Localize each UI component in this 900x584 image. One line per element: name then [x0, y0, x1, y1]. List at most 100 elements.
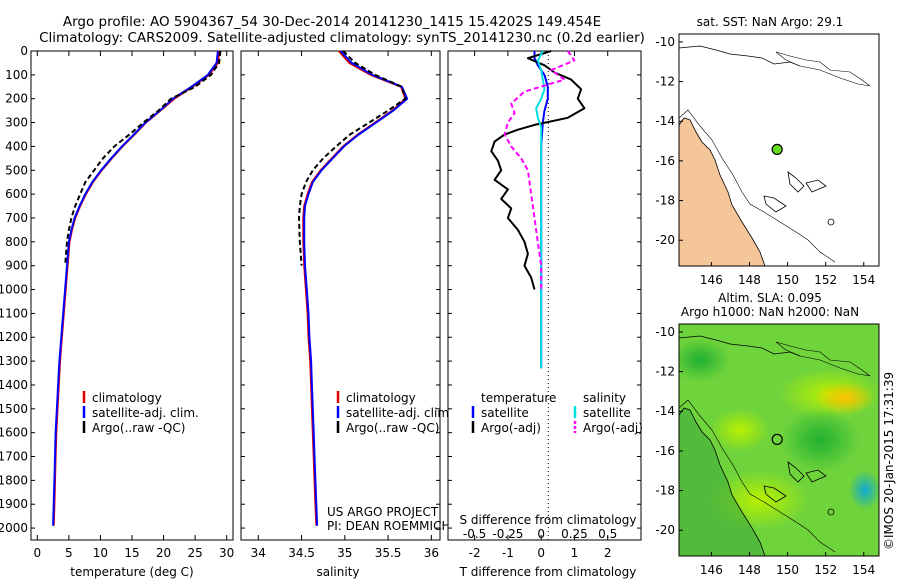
legend-climatology-label: climatology: [92, 391, 162, 405]
sla-map-title-line1: Altim. SLA: 0.095: [718, 291, 822, 305]
legend-satellite-label: satellite-adj. clim.: [346, 406, 453, 420]
x-tick-label: 20: [156, 546, 171, 560]
reef-island-4: [827, 508, 835, 516]
x-tick-label: -2: [469, 546, 481, 560]
difference-legend: temperature salinity satellite Argo(-adj…: [471, 391, 643, 435]
series-line-satellite-adj-clim: [303, 50, 409, 526]
argo-position-marker: [771, 433, 783, 446]
figure-title-line1: Argo profile: AO 5904367_54 30-Dec-2014 …: [63, 14, 601, 30]
australia-coastline: [679, 117, 766, 266]
map-x-tick-label: 148: [738, 273, 761, 287]
sla-map-area: [679, 324, 879, 556]
map-y-tick-label: -10: [655, 325, 675, 339]
x-tick-label: 35: [337, 546, 352, 560]
series-line-s-argo-adj: [503, 50, 576, 290]
series-line-argo-raw-qc: [64, 50, 222, 266]
map-x-tick-label: 154: [852, 563, 875, 577]
land-mask: [679, 408, 765, 556]
reef-island-2: [805, 179, 827, 193]
salinity-legend: climatology satellite-adj. clim. Argo(..…: [336, 391, 453, 435]
s-x-tick-label: 0.25: [561, 527, 588, 541]
y-tick-label: 600: [5, 187, 28, 201]
map-y-tick-label: -12: [655, 75, 675, 89]
map-x-tick-label: 154: [852, 273, 875, 287]
x-tick-label: 30: [219, 546, 234, 560]
argo-position-marker: [771, 143, 783, 156]
salinity-panel: 34 34.5 35 35.5 36 salinity climatology sate…: [240, 50, 453, 579]
difference-profiles: [490, 50, 586, 369]
temperature-profiles: [52, 50, 222, 526]
legend-salinity-heading: salinity: [583, 391, 626, 405]
series-line-s-satellite: [535, 50, 546, 369]
legend-s-satellite-label: satellite: [583, 406, 631, 420]
sla-map-title-line2: Argo h1000: NaN h2000: NaN: [681, 305, 859, 319]
reef-island-3: [763, 195, 787, 213]
map-x-tick-label: 152: [814, 273, 837, 287]
legend-t-satellite-label: satellite: [481, 406, 529, 420]
x-tick-label: 34.5: [288, 546, 315, 560]
legend-temperature-heading: temperature: [481, 391, 556, 405]
sst-map-title: sat. SST: NaN Argo: 29.1: [697, 15, 844, 29]
louisiade-islands: [775, 51, 871, 87]
legend-climatology-label: climatology: [346, 391, 416, 405]
s-x-tick-label: -0.25: [492, 527, 523, 541]
temperature-x-ticks: 0 5 10 15 20 25 30: [33, 51, 234, 560]
png-coastline: [679, 45, 801, 67]
reef-island-2: [805, 469, 827, 483]
y-tick-label: 400: [5, 139, 28, 153]
y-tick-label: 700: [5, 211, 28, 225]
reef-island-4: [827, 218, 835, 226]
salinity-profiles: [298, 50, 409, 526]
salinity-x-label: salinity: [316, 565, 359, 579]
x-tick-label: 5: [65, 546, 73, 560]
imos-credit: ©IMOS 20-Jan-2015 17:31:39: [882, 372, 896, 550]
s-x-tick-label: 0.5: [598, 527, 617, 541]
sla-anomaly-green: [780, 408, 860, 472]
y-tick-label: 1400: [0, 378, 28, 392]
x-tick-label: 10: [93, 546, 108, 560]
argo-float-location: [771, 433, 783, 446]
sla-anomaly-blue: [849, 470, 879, 510]
series-line-satellite-adj-clim: [52, 50, 219, 526]
t-difference-label: T difference from climatology: [459, 565, 637, 579]
x-tick-label: 25: [187, 546, 202, 560]
legend-t-argo-label: Argo(-adj): [481, 421, 541, 435]
map-y-tick-label: -16: [655, 444, 675, 458]
sla-anomaly-northwest: [679, 338, 730, 382]
australia-coastline: [679, 407, 766, 556]
louisiade-islands: [775, 341, 871, 377]
temperature-panel: 0 5 10 15 20 25 30 0 100 200 300 400 500 600 700 800 90…: [0, 44, 234, 579]
reef-island-1: [787, 171, 805, 193]
y-tick-label: 1600: [0, 426, 28, 440]
reef-island-3: [763, 485, 787, 503]
s-x-tick-label: -0.5: [463, 527, 486, 541]
sla-map-frame: [678, 323, 880, 557]
map-y-tick-label: -14: [655, 114, 675, 128]
temperature-x-label: temperature (deg C): [70, 565, 193, 579]
salinity-x-ticks: 34 34.5 35 35.5 36: [251, 51, 439, 560]
y-tick-label: 900: [5, 259, 28, 273]
y-tick-label: 1700: [0, 450, 28, 464]
y-tick-label: 1800: [0, 473, 28, 487]
map-x-tick-label: 148: [738, 563, 761, 577]
x-tick-label: -1: [502, 546, 514, 560]
salinity-axes-frame: [240, 50, 441, 541]
x-tick-label: 0: [33, 546, 41, 560]
series-line-argo-raw-qc: [298, 50, 407, 266]
x-tick-label: 2: [604, 546, 612, 560]
y-tick-label: 300: [5, 116, 28, 130]
y-tick-label: 1000: [0, 283, 28, 297]
s-x-tick-label: 0: [537, 527, 545, 541]
map-y-tick-label: -12: [655, 365, 675, 379]
map-y-tick-label: -18: [655, 194, 675, 208]
map-x-tick-label: 146: [700, 563, 723, 577]
project-name: US ARGO PROJECT: [327, 505, 439, 519]
map-x-tick-label: 146: [700, 273, 723, 287]
y-tick-label: 100: [5, 68, 28, 82]
y-tick-label: 200: [5, 92, 28, 106]
x-tick-label: 0: [537, 546, 545, 560]
png-coastline: [679, 335, 801, 357]
sst-map-ticks: 146 148 150 152 154 -10 -12 -14 -16 -18 -20: [655, 35, 875, 287]
sst-map-area: [679, 34, 879, 266]
